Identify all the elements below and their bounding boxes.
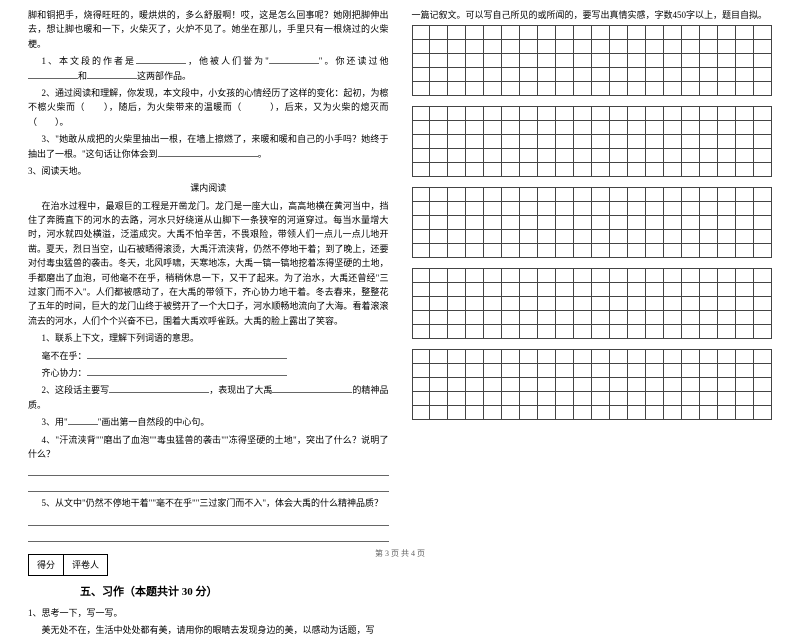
question-2: 2、通过阅读和理解，你发现，本文段中，小女孩的心情经历了这样的变化：起初，为檫不… <box>28 86 389 129</box>
writing-grids <box>412 25 773 420</box>
page-footer: 第 3 页 共 4 页 <box>0 548 800 559</box>
answer-line <box>28 464 389 476</box>
question-1: 1、本文段的作者是，他被人们誉为""。你还读过他和这两部作品。 <box>28 54 389 83</box>
prompt-continuation: 一篇记叙文。可以写自己所见的或所闻的，要写出真情实感，字数450字以上，题目自拟… <box>412 8 773 22</box>
answer-line-4 <box>28 530 389 542</box>
writing-prompt: 美无处不在，生活中处处都有美，请用你的眼睛去发现身边的美，以感动为话题，写 <box>28 623 389 637</box>
intro-text: 脚和铜把手，烧得旺旺的，暖烘烘的，多么舒服啊！哎，这是怎么回事呢？她刚把脚伸出去… <box>28 8 389 51</box>
reading-q1a: 毫不在乎： <box>28 349 389 363</box>
reading-q1b: 齐心协力： <box>28 366 389 380</box>
reading-q5: 5、从文中"仍然不停地干着""毫不在乎""三过家门而不入"，体会大禹的什么精神品… <box>28 496 389 510</box>
reading-title: 课内阅读 <box>28 181 389 195</box>
answer-line-2 <box>28 480 389 492</box>
left-column: 脚和铜把手，烧得旺旺的，暖烘烘的，多么舒服啊！哎，这是怎么回事呢？她刚把脚伸出去… <box>20 8 397 557</box>
question-3a: 3、"她敢从成把的火柴里抽出一根，在墙上擦燃了，来暖和暖和自己的小手吗？她终于抽… <box>28 132 389 161</box>
writing-1: 1、思考一下，写一写。 <box>28 606 389 620</box>
reading-q4: 4、"汗流浃背""磨出了血泡""毒虫猛兽的袭击""冻得坚硬的土地"，突出了什么？… <box>28 433 389 462</box>
right-column: 一篇记叙文。可以写自己所见的或所闻的，要写出真情实感，字数450字以上，题目自拟… <box>397 8 781 557</box>
reading-body: 在治水过程中，最艰巨的工程是开凿龙门。龙门是一座大山，高高地横在黄河当中，挡住了… <box>28 199 389 329</box>
reading-q2: 2、这段话主要写，表现出了大禹的精神品质。 <box>28 383 389 412</box>
question-3-title: 3、阅读天地。 <box>28 164 389 178</box>
answer-line-3 <box>28 514 389 526</box>
section-5-title: 五、习作（本题共计 30 分） <box>80 584 389 602</box>
reading-q3: 3、用""画出第一自然段的中心句。 <box>28 415 389 429</box>
reading-q1: 1、联系上下文，理解下列词语的意思。 <box>28 331 389 345</box>
